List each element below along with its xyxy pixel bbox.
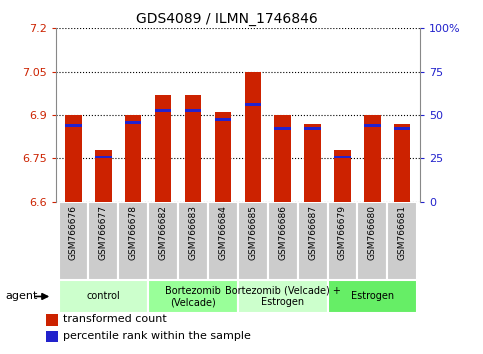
Text: agent: agent: [6, 291, 38, 302]
Bar: [65, 124, 82, 127]
Bar: [88, 202, 118, 280]
Bar: [304, 124, 321, 202]
Text: GSM766683: GSM766683: [188, 205, 198, 260]
Bar: [155, 95, 171, 202]
Bar: [327, 202, 357, 280]
Text: Bortezomib (Velcade) +
Estrogen: Bortezomib (Velcade) + Estrogen: [225, 286, 341, 307]
Bar: [185, 95, 201, 202]
Bar: [208, 202, 238, 280]
Bar: [334, 150, 351, 202]
Bar: [357, 202, 387, 280]
Text: GSM766681: GSM766681: [398, 205, 407, 260]
Bar: [58, 280, 148, 313]
Bar: [364, 115, 381, 202]
Bar: [178, 202, 208, 280]
Text: GSM766677: GSM766677: [99, 205, 108, 260]
Bar: [185, 109, 201, 112]
Bar: [95, 150, 112, 202]
Text: GSM766686: GSM766686: [278, 205, 287, 260]
Bar: [394, 127, 411, 130]
Bar: [118, 202, 148, 280]
Bar: [244, 103, 261, 106]
Bar: [394, 124, 411, 202]
Bar: [155, 109, 171, 112]
Text: control: control: [86, 291, 120, 302]
Bar: [95, 155, 112, 158]
Bar: [148, 202, 178, 280]
Bar: [334, 155, 351, 158]
Bar: [244, 72, 261, 202]
Text: transformed count: transformed count: [63, 314, 167, 324]
Bar: [327, 280, 417, 313]
Text: Bortezomib
(Velcade): Bortezomib (Velcade): [165, 286, 221, 307]
Bar: [298, 202, 327, 280]
Bar: [364, 124, 381, 127]
Bar: [268, 202, 298, 280]
Text: GSM766682: GSM766682: [158, 205, 168, 260]
Bar: [238, 280, 327, 313]
Bar: [304, 127, 321, 130]
Text: GSM766684: GSM766684: [218, 205, 227, 260]
Bar: [387, 202, 417, 280]
Bar: [215, 112, 231, 202]
Text: percentile rank within the sample: percentile rank within the sample: [63, 331, 251, 341]
Text: GSM766676: GSM766676: [69, 205, 78, 260]
Text: GSM766678: GSM766678: [129, 205, 138, 260]
Text: GDS4089 / ILMN_1746846: GDS4089 / ILMN_1746846: [136, 12, 318, 27]
Text: GSM766680: GSM766680: [368, 205, 377, 260]
Text: Estrogen: Estrogen: [351, 291, 394, 302]
Text: GSM766687: GSM766687: [308, 205, 317, 260]
Bar: [148, 280, 238, 313]
Text: GSM766679: GSM766679: [338, 205, 347, 260]
Bar: [215, 118, 231, 121]
Bar: [274, 127, 291, 130]
Bar: [274, 115, 291, 202]
Bar: [65, 115, 82, 202]
Bar: [238, 202, 268, 280]
Bar: [58, 202, 88, 280]
Bar: [125, 121, 142, 124]
Text: GSM766685: GSM766685: [248, 205, 257, 260]
Bar: [125, 115, 142, 202]
